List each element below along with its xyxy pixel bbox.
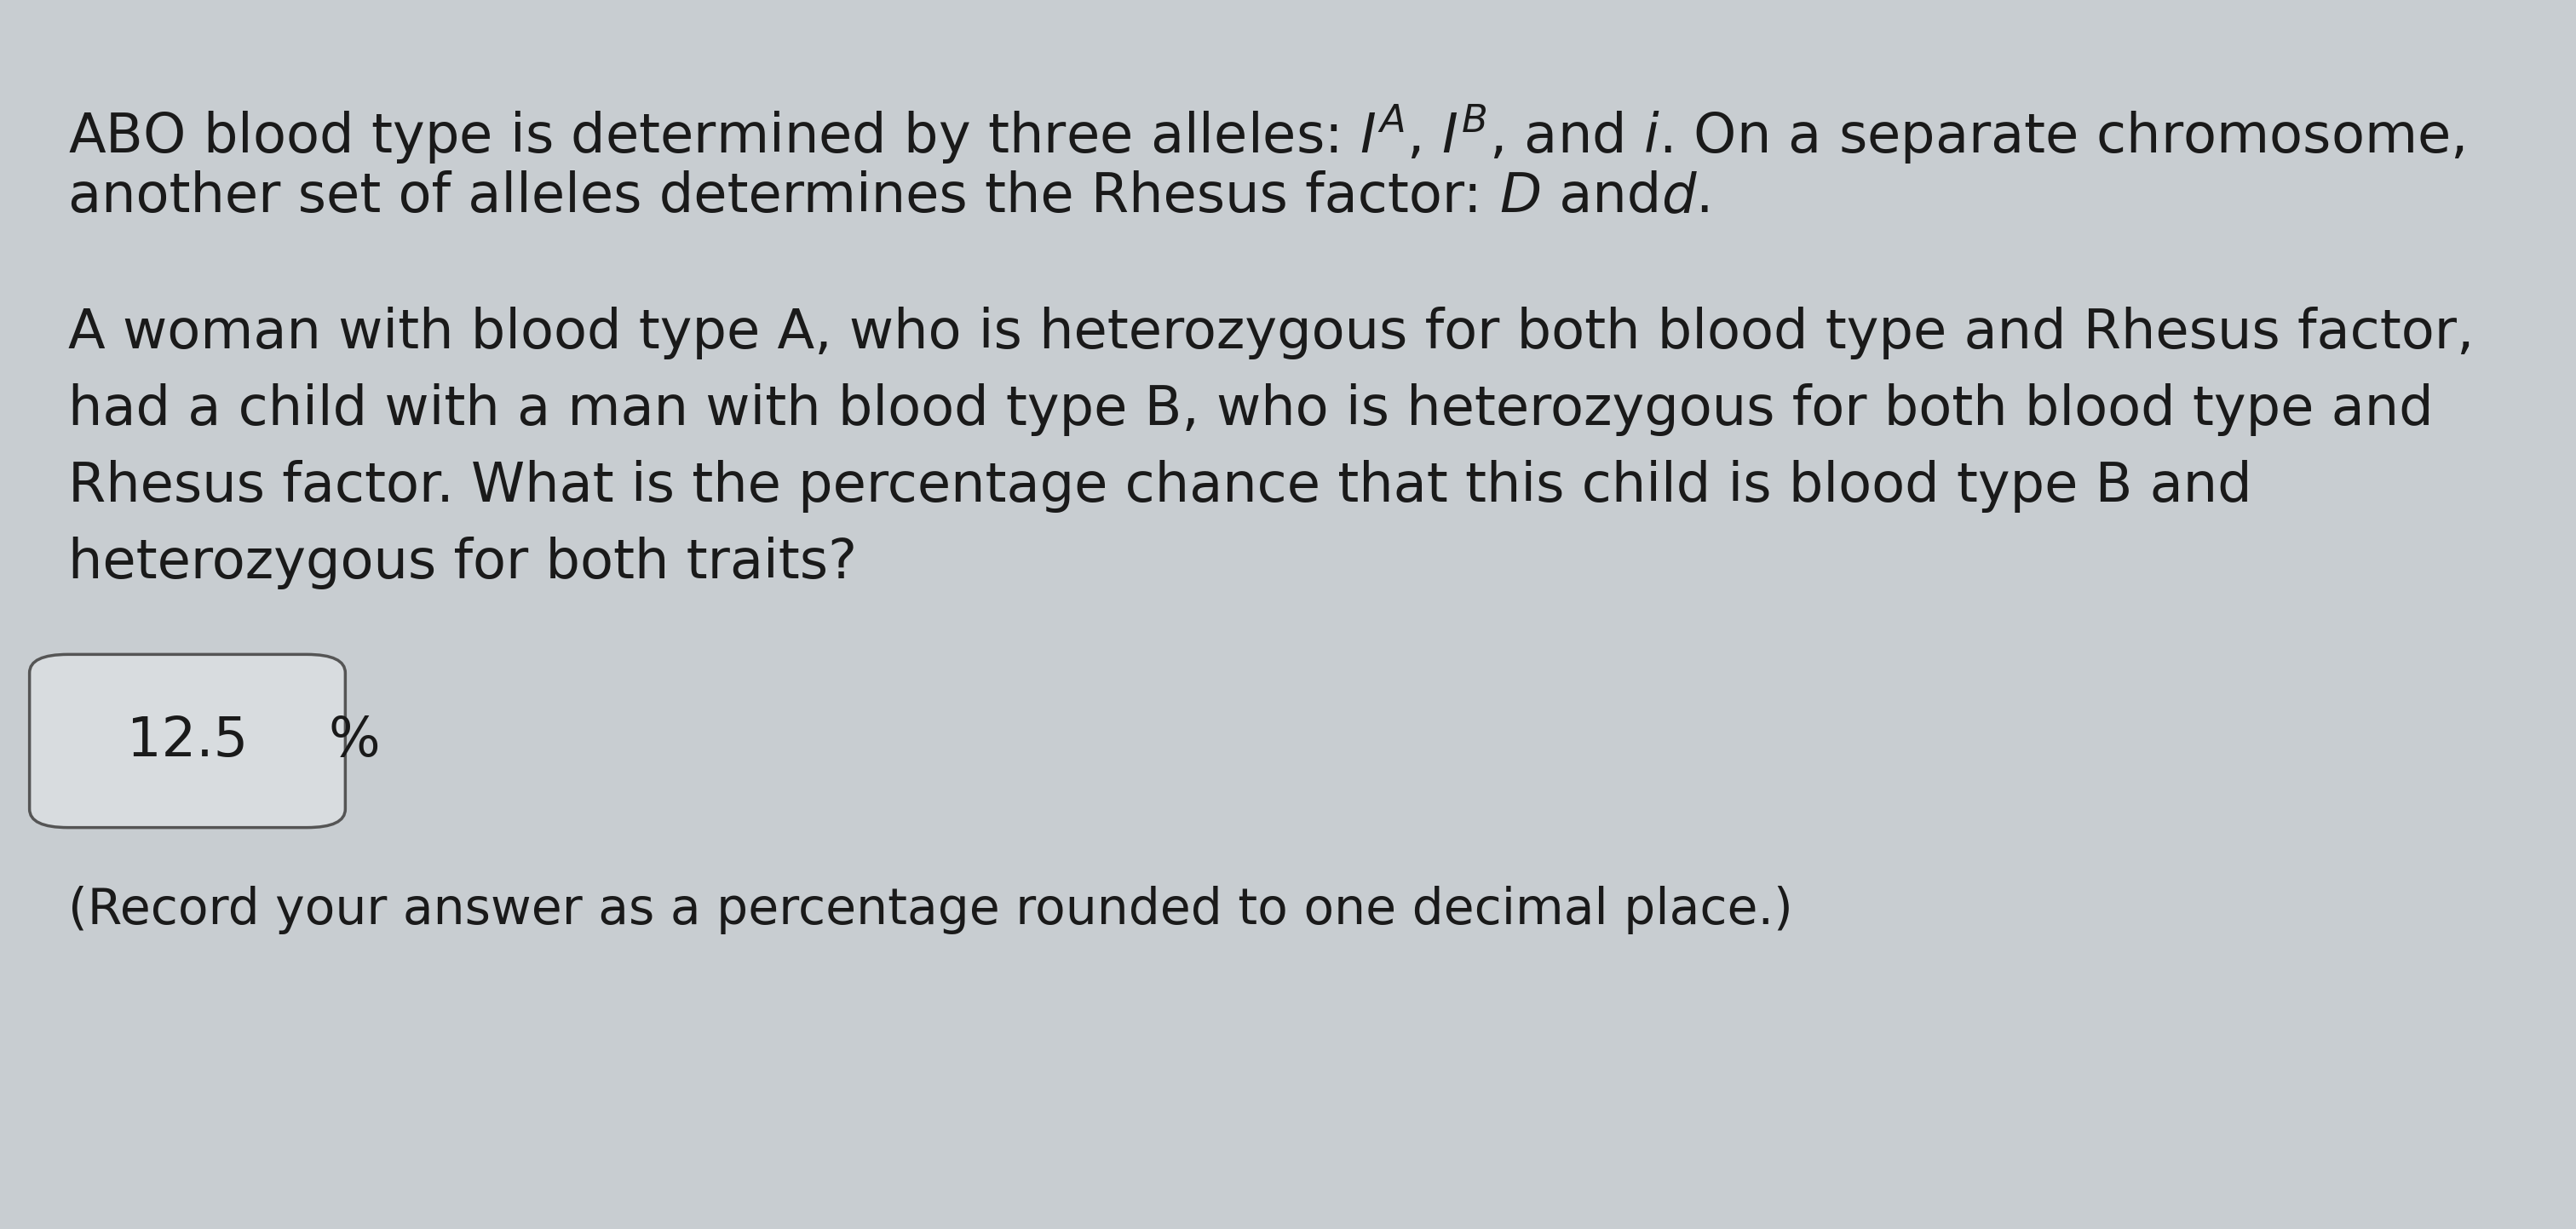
- Text: Rhesus factor. What is the percentage chance that this child is blood type B and: Rhesus factor. What is the percentage ch…: [67, 460, 2251, 512]
- Text: 12.5: 12.5: [126, 714, 247, 767]
- Text: heterozygous for both traits?: heterozygous for both traits?: [67, 537, 858, 590]
- Text: (Record your answer as a percentage rounded to one decimal place.): (Record your answer as a percentage roun…: [67, 886, 1793, 934]
- Text: another set of alleles determines the Rhesus factor:: another set of alleles determines the Rh…: [67, 171, 1499, 224]
- Text: had a child with a man with blood type B, who is heterozygous for both blood typ: had a child with a man with blood type B…: [67, 383, 2434, 436]
- Text: ABO blood type is determined by three alleles: $I^A$, $I^B$, and $i$. On a separ: ABO blood type is determined by three al…: [67, 102, 2465, 166]
- Text: d: d: [1662, 171, 1695, 224]
- Text: D: D: [1499, 171, 1540, 224]
- Text: and: and: [1543, 171, 1680, 224]
- Text: %: %: [327, 714, 379, 767]
- Text: A woman with blood type A, who is heterozygous for both blood type and Rhesus fa: A woman with blood type A, who is hetero…: [67, 306, 2473, 359]
- Text: .: .: [1695, 171, 1713, 224]
